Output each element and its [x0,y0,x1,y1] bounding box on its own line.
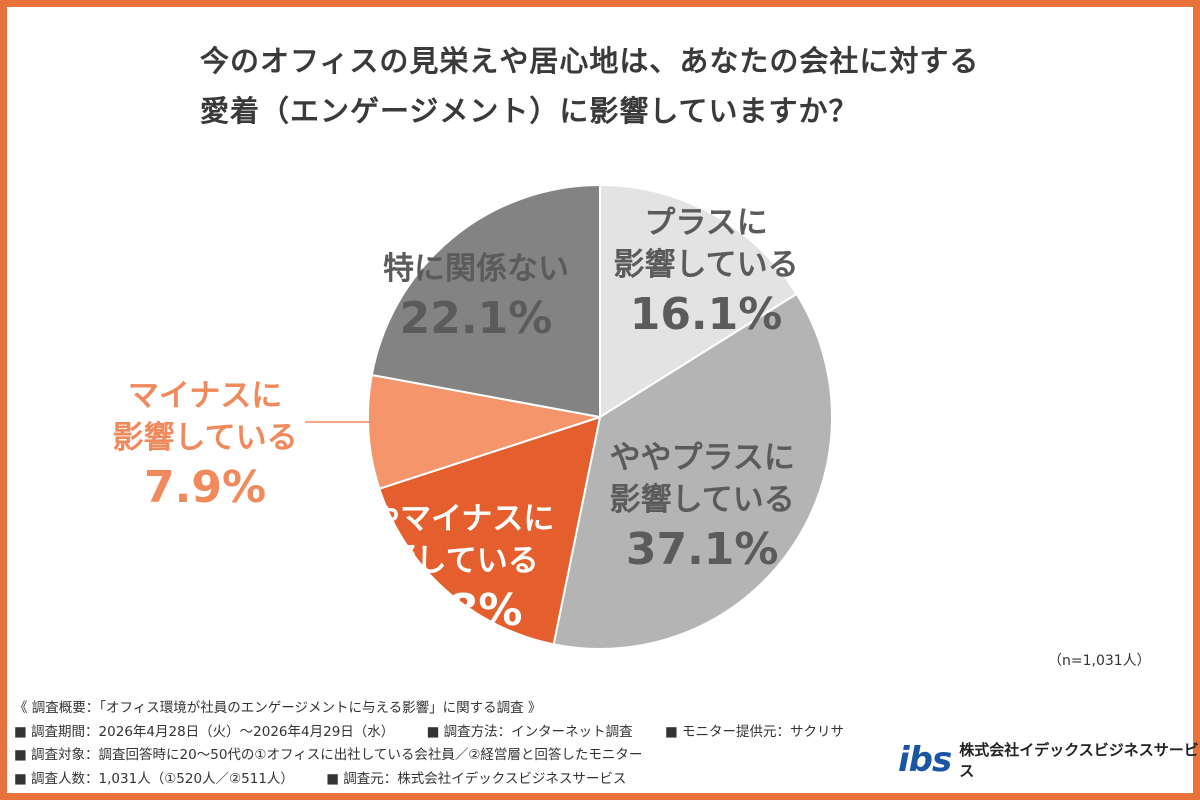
slice-plus [599,183,799,419]
sample-size-note: （n=1,031人） [1048,653,1151,669]
company-logo: ibs 株式会社イデックスビジネスサービス [898,740,1200,780]
slice-no-relation [370,183,601,419]
slice-label: ややマイナスに 影響している 16.8% [338,498,554,640]
slice-label: プラスに影響している 16.1% [614,202,799,344]
slice-slightly-minus [378,415,602,646]
slice-category-label: ややマイナスに [338,501,555,537]
slice-value-label: 16.8% [369,585,523,636]
slice-value-label: 22.1% [399,293,553,344]
notes-row: ■ 調査対象：調査回答時に20〜50代の①オフィスに出社している会社員／②経営層… [14,744,884,768]
slice-minus [367,373,601,490]
slice-category-label: 影響している [609,482,795,518]
slice-category-label: ややプラスに [609,440,795,476]
slice-category-label: マイナスに [127,378,283,414]
notes-row: ■ 調査期間：2026年4月28日（火）〜2026年4月29日（水） ■ 調査方… [14,721,884,745]
title-line-1: 今のオフィスの見栄えや居心地は、あなたの会社に対する [200,44,980,78]
note-item: ■ 調査人数：1,031人（①520人／②511人） [14,770,294,787]
note-item: ■ 調査期間：2026年4月28日（火）〜2026年4月29日（水） [14,723,395,740]
note-item: ■ モニター提供元：サクリサ [664,723,844,740]
note-item: ■ 調査方法：インターネット調査 [426,723,633,740]
ibs-logo-mark: ibs [898,740,952,780]
company-name: 株式会社イデックスビジネスサービス [959,741,1199,780]
slice-category-label: 特に関係ない [383,251,569,287]
slice-label: マイナスに影響している 7.9% [113,375,298,517]
slice-label: ややプラスに 影響している 37.1% [610,437,795,579]
survey-notes: 《 調査概要：「オフィス環境が社員のエンゲージメントに与える影響」に関する調査 … [14,697,884,791]
notes-row: ■ 調査人数：1,031人（①520人／②511人） ■ 調査元：株式会社イデッ… [14,768,884,792]
slice-value-label: 7.9% [144,462,267,513]
slice-slightly-plus [552,292,833,650]
slice-label: 特に関係ない 22.1% [383,248,569,348]
slice-value-label: 37.1% [625,524,779,575]
chart-title: 今のオフィスの見栄えや居心地は、あなたの会社に対する 愛着（エンゲージメント）に… [200,36,1060,136]
slice-value-label: 16.1% [629,289,783,340]
slice-category-label: プラスに [644,205,768,241]
note-item: 《 調査概要：「オフィス環境が社員のエンゲージメントに与える影響」に関する調査 … [14,700,542,716]
slice-category-label: 影響している [613,247,799,283]
note-item: ■ 調査対象：調査回答時に20〜50代の①オフィスに出社している会社員／②経営層… [14,747,643,763]
slice-category-label: 影響している [112,420,298,456]
notes-row: 《 調査概要：「オフィス環境が社員のエンゲージメントに与える影響」に関する調査 … [14,697,884,721]
title-line-2: 愛着（エンゲージメント）に影響していますか？ [200,94,859,128]
note-item: ■ 調査元：株式会社イデックスビジネスサービス [326,770,627,787]
slice-category-label: 影響している [353,543,539,579]
